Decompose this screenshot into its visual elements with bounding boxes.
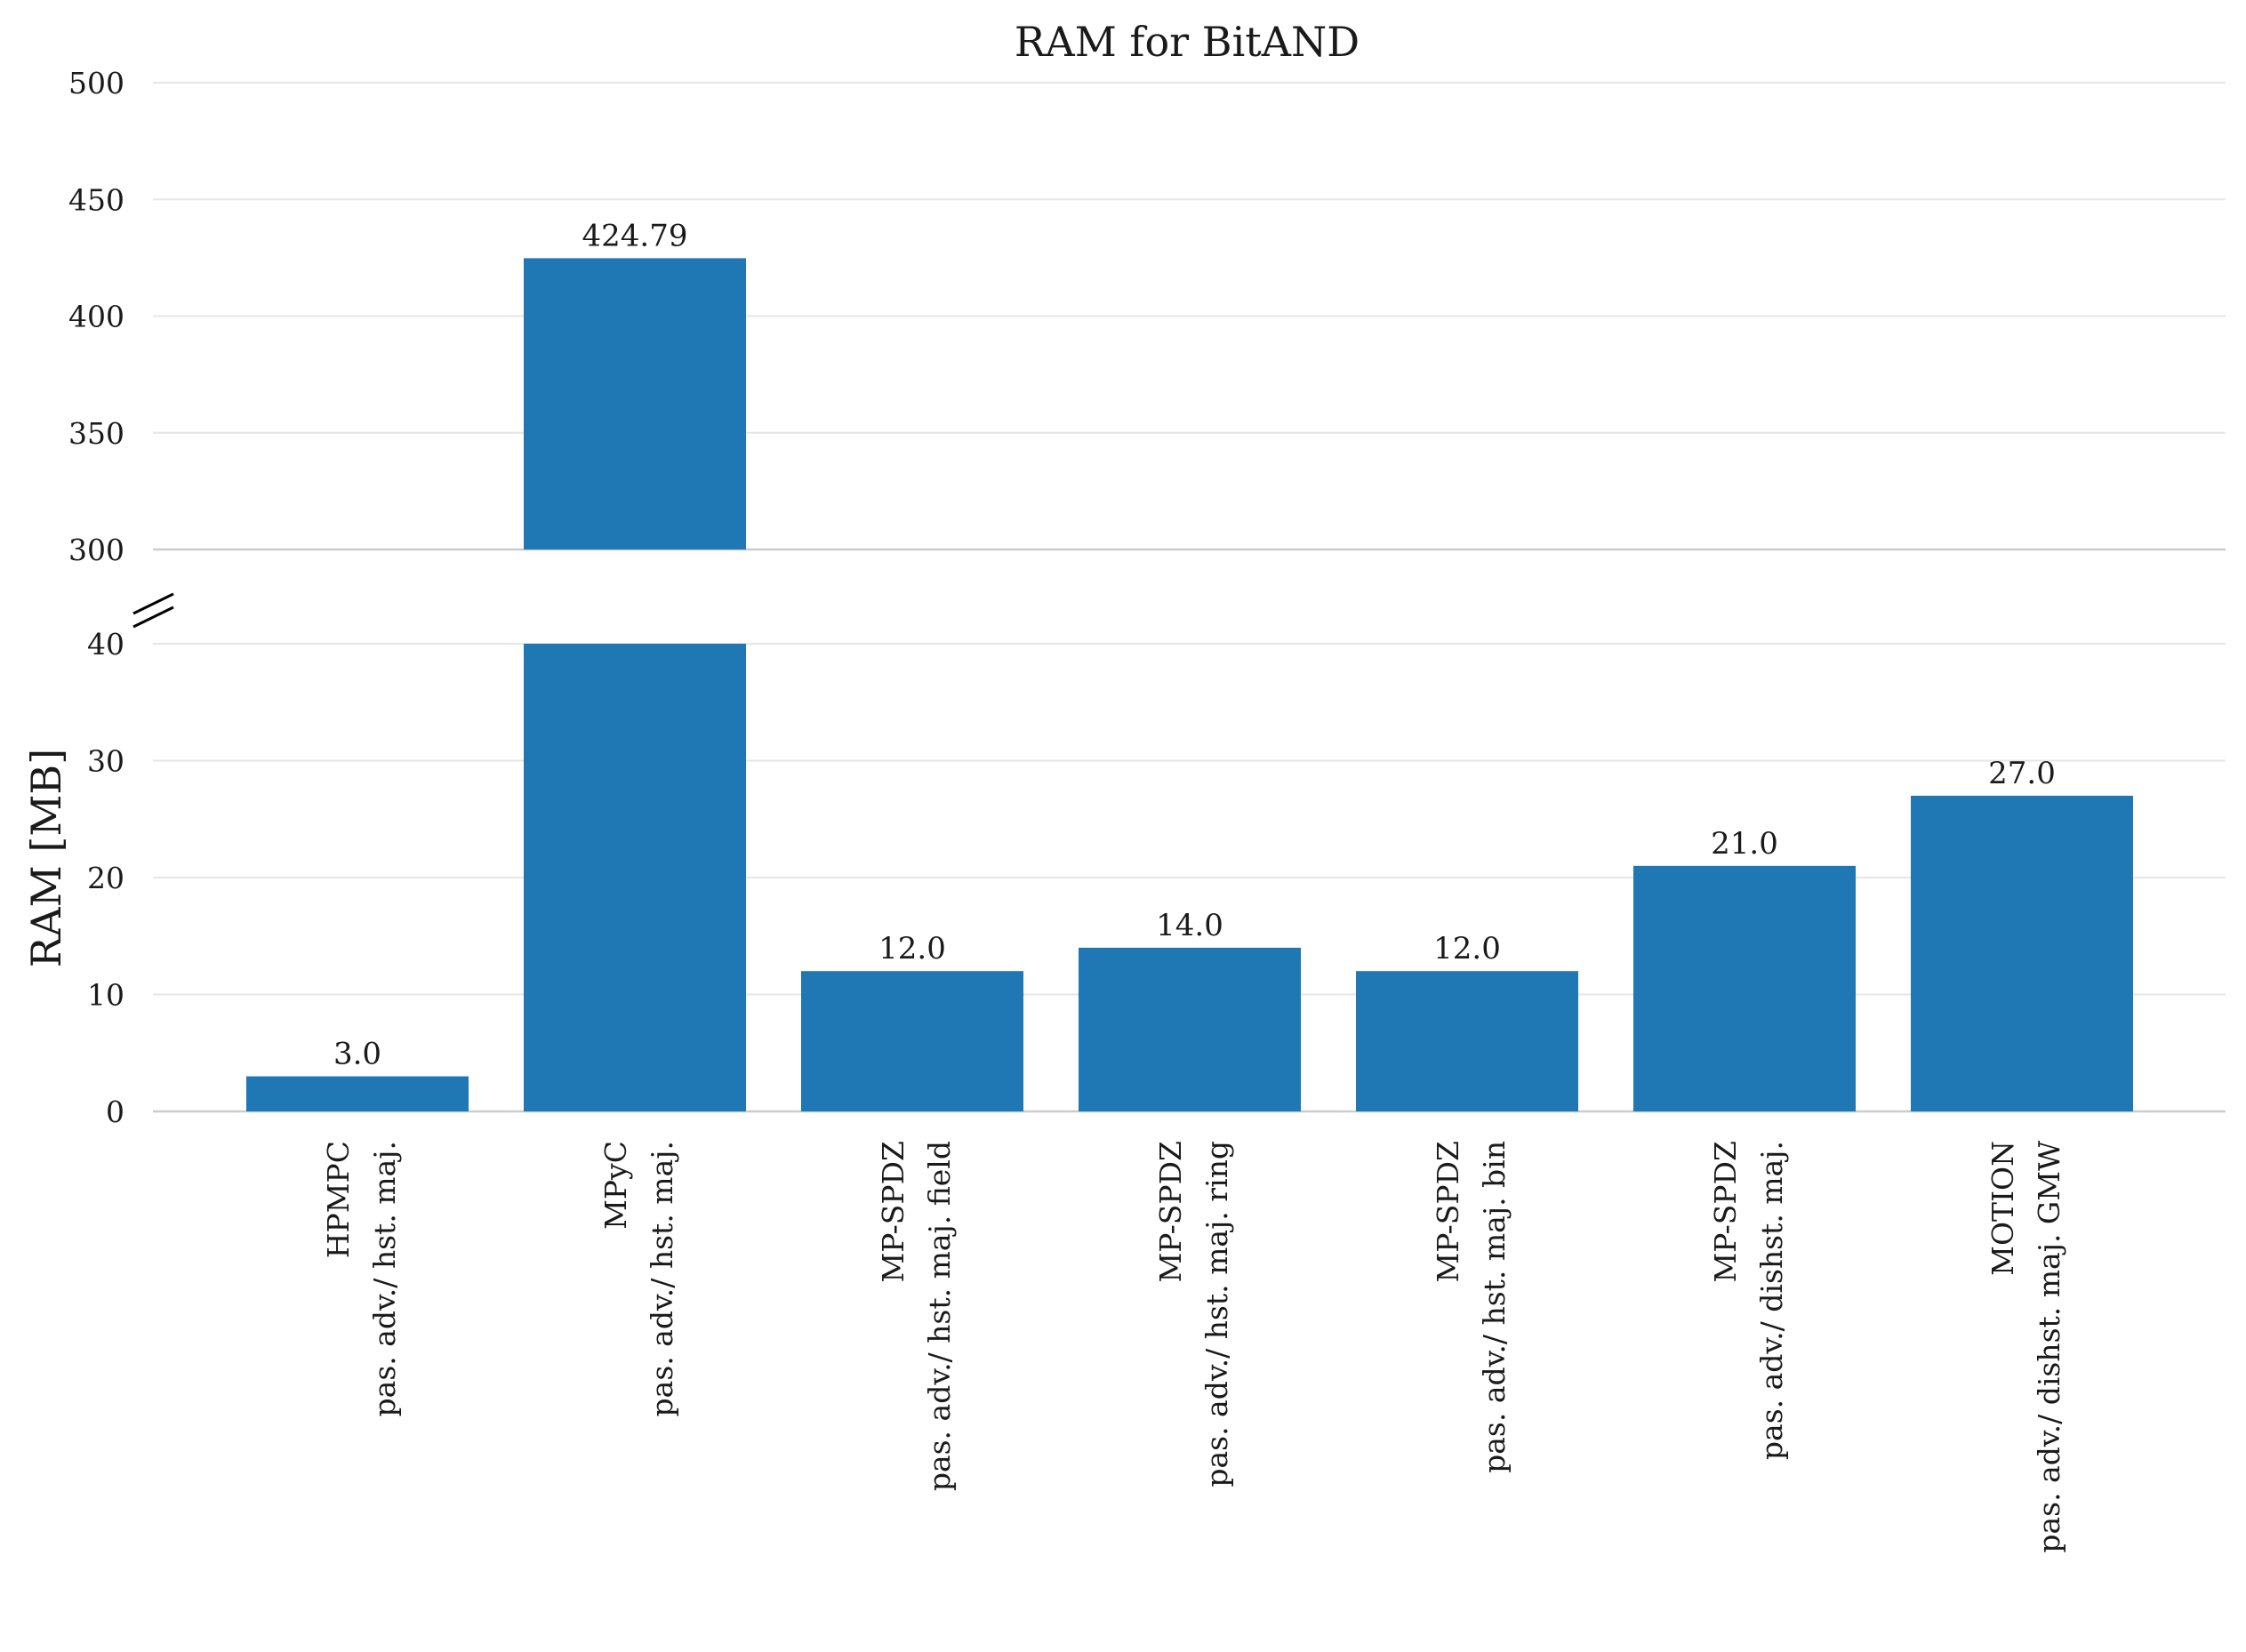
lower-y-tick-label: 30 (87, 744, 124, 779)
data-label: 12.0 (1433, 931, 1501, 966)
upper-gridlines (153, 82, 2226, 551)
y-axis-label: RAM [MB] (22, 749, 70, 967)
bar (1079, 947, 1301, 1111)
category-name: MP-SPDZ (1153, 1141, 1188, 1283)
data-label: 21.0 (1711, 826, 1778, 862)
bar (801, 971, 1023, 1111)
x-tick-label: HPMPC pas. adv./ hst. maj. (321, 1141, 402, 1416)
upper-y-tick-label: 450 (68, 182, 124, 217)
category-name: HPMPC (321, 1141, 356, 1258)
axis-break-mark (132, 592, 174, 629)
x-tick-label: MOTION pas. adv./ dishst. maj. GMW (1985, 1141, 2066, 1553)
data-label: 424.79 (582, 218, 688, 253)
category-name: MPyC (598, 1141, 633, 1230)
data-labels: 3.0 424.79 12.0 14.0 12.0 21.0 27.0 (333, 218, 2056, 1071)
lower-y-tick-label: 20 (87, 861, 124, 895)
bar-upper-segment (524, 258, 746, 549)
data-label: 3.0 (333, 1037, 381, 1072)
category-detail: pas. adv./ hst. maj. (367, 1141, 402, 1416)
bars (246, 258, 2133, 1111)
category-name: MP-SPDZ (1431, 1141, 1465, 1283)
category-name: MOTION (1985, 1141, 2020, 1276)
chart-title: RAM for BitAND (1015, 18, 1360, 66)
axis-break-line (132, 592, 174, 615)
lower-y-ticks: 0 10 20 30 40 (87, 627, 124, 1129)
category-detail: pas. adv./ hst. maj. field (922, 1141, 957, 1491)
category-detail: pas. adv./ hst. maj. bin (1477, 1141, 1512, 1473)
x-tick-label: MP-SPDZ pas. adv./ dishst. maj. (1708, 1141, 1789, 1460)
category-detail: pas. adv./ hst. maj. ring (1199, 1141, 1234, 1488)
bar-lower-segment (524, 644, 746, 1111)
lower-y-tick-label: 10 (87, 978, 124, 1013)
x-tick-label: MP-SPDZ pas. adv./ hst. maj. bin (1431, 1141, 1512, 1473)
x-tick-label: MPyC pas. adv./ hst. maj. (598, 1141, 679, 1416)
data-label: 27.0 (1988, 756, 2056, 791)
category-detail: pas. adv./ dishst. maj. (1754, 1141, 1789, 1460)
bar (246, 1076, 469, 1111)
category-detail: pas. adv./ hst. maj. (645, 1141, 679, 1416)
bar (1633, 865, 1856, 1111)
upper-y-tick-label: 300 (68, 533, 124, 567)
lower-y-tick-label: 40 (87, 627, 124, 662)
lower-y-tick-label: 0 (106, 1095, 124, 1129)
upper-y-ticks: 300 350 400 450 500 (68, 66, 124, 567)
data-label: 14.0 (1156, 908, 1223, 943)
category-name: MP-SPDZ (1708, 1141, 1743, 1283)
x-tick-label: MP-SPDZ pas. adv./ hst. maj. field (876, 1141, 957, 1491)
category-name: MP-SPDZ (876, 1141, 910, 1283)
bar (1356, 971, 1578, 1111)
axis-break-line (132, 605, 174, 629)
upper-y-tick-label: 350 (68, 416, 124, 451)
bar (1911, 795, 2133, 1111)
upper-y-tick-label: 500 (68, 66, 124, 100)
data-label: 12.0 (878, 931, 946, 966)
upper-y-tick-label: 400 (68, 300, 124, 334)
category-detail: pas. adv./ dishst. maj. GMW (2032, 1141, 2066, 1553)
x-tick-label: MP-SPDZ pas. adv./ hst. maj. ring (1153, 1141, 1234, 1488)
x-tick-labels: HPMPC pas. adv./ hst. maj. MPyC pas. adv./ … (321, 1141, 2066, 1553)
